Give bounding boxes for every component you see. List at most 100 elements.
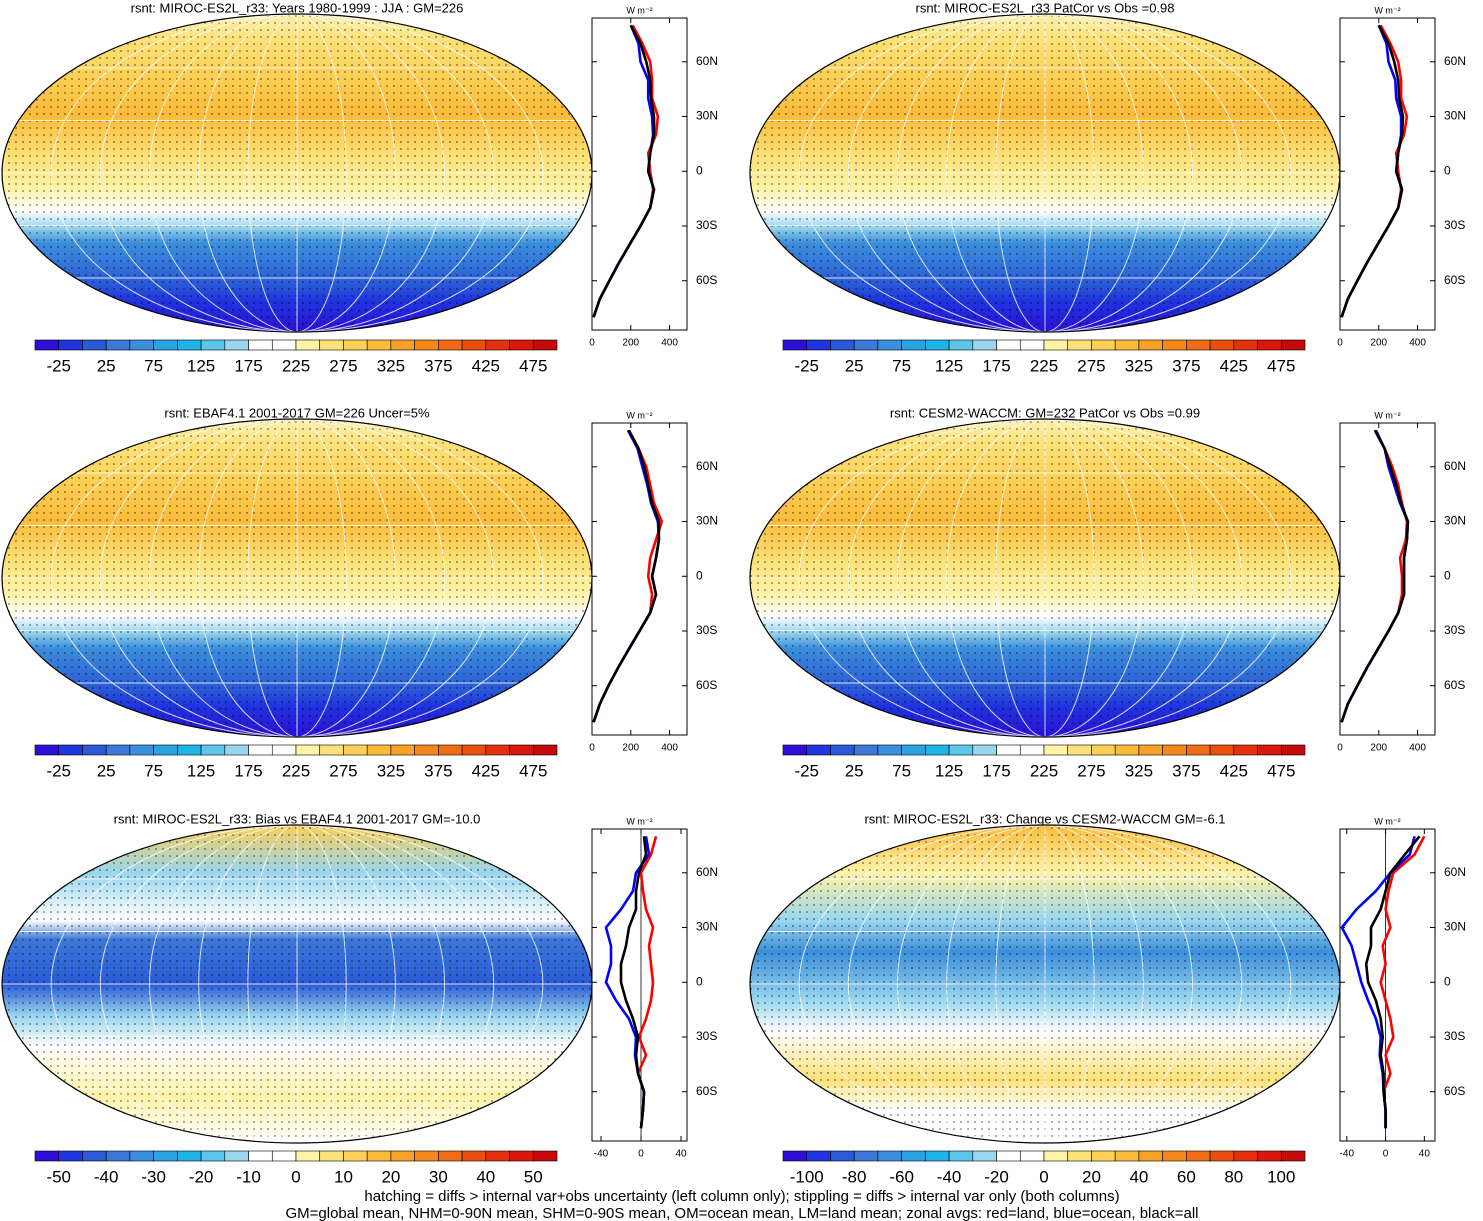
y-tick-label: 0: [1444, 568, 1451, 582]
x-tick-label: 0: [1383, 1149, 1389, 1160]
colorbar-label: 475: [519, 761, 547, 780]
colorbar-box: [295, 744, 321, 756]
colorbar-label: 325: [377, 356, 405, 375]
colorbar-box: [129, 744, 154, 756]
zonal-line: [1379, 835, 1426, 1129]
colorbar-box: [1114, 1150, 1140, 1162]
colorbar-box: [438, 1150, 463, 1162]
colorbar-label: 325: [377, 761, 405, 780]
y-tick-label: 60N: [696, 54, 718, 68]
colorbar-box: [343, 1150, 368, 1162]
colorbar-label: 275: [1077, 761, 1105, 780]
x-tick-label: 200: [622, 743, 639, 754]
zonal-frame: [591, 422, 688, 736]
zonal-line: [592, 429, 661, 723]
colorbar-label: 175: [234, 761, 262, 780]
y-tick-label: 60S: [1444, 678, 1465, 692]
colorbar-label: -80: [842, 1167, 867, 1186]
colorbar-box: [925, 339, 950, 351]
colorbar-box: [996, 339, 1021, 351]
colorbar-box: [782, 744, 808, 756]
colorbar-box: [1043, 339, 1069, 351]
y-tick-label: 30S: [696, 623, 717, 637]
colorbar-box: [82, 339, 107, 351]
x-tick-label: 40: [675, 1149, 687, 1160]
colorbar-box: [1233, 339, 1258, 351]
colorbar-label: 375: [424, 761, 452, 780]
colorbar-box: [105, 1150, 131, 1162]
x-tick-label: 0: [589, 743, 595, 754]
x-tick-label: 400: [1409, 338, 1426, 349]
zonal-line: [619, 836, 648, 1129]
colorbar-box: [948, 744, 974, 756]
colorbar-box: [1114, 339, 1140, 351]
colorbar-box: [996, 1150, 1021, 1162]
colorbar-label: -20: [984, 1167, 1009, 1186]
colorbar-box: [295, 1150, 321, 1162]
map-overlay: [2, 419, 592, 737]
colorbar-box: [1162, 1150, 1187, 1162]
colorbar-box: [901, 1150, 926, 1162]
colorbar-box: [271, 1150, 297, 1162]
colorbar-label: 425: [1220, 761, 1248, 780]
colorbar-box: [1257, 1150, 1282, 1162]
colorbar-box: [319, 1150, 344, 1162]
x-tick-label: -40: [1340, 1149, 1355, 1160]
colorbar-label: 0: [291, 1167, 300, 1186]
y-tick-label: 30N: [1444, 109, 1466, 123]
y-tick-label: 0: [696, 974, 703, 988]
colorbar-box: [248, 339, 273, 351]
colorbar-box: [200, 339, 226, 351]
colorbar-label: 175: [234, 356, 262, 375]
colorbar-label: 100: [1267, 1167, 1295, 1186]
colorbar-box: [901, 339, 926, 351]
colorbar-label: 30: [429, 1167, 448, 1186]
y-tick-label: 0: [696, 163, 703, 177]
map-overlay: [750, 14, 1340, 332]
zonal-line: [1364, 835, 1421, 1129]
colorbar-box: [1019, 339, 1045, 351]
colorbar-label: 20: [1082, 1167, 1101, 1186]
colorbar-label: 275: [1077, 356, 1105, 375]
zonal-line: [1340, 24, 1405, 318]
zonal-frame: [1339, 422, 1436, 736]
colorbar-box: [461, 744, 487, 756]
map-overlay: [2, 14, 592, 332]
colorbar-box: [414, 744, 439, 756]
colorbar-box: [1233, 744, 1258, 756]
colorbar-label: 25: [845, 356, 864, 375]
y-tick-label: 60S: [1444, 1084, 1465, 1098]
colorbar-label: 225: [1030, 356, 1058, 375]
colorbar-box: [806, 339, 831, 351]
y-tick-label: 60N: [1444, 865, 1466, 879]
colorbar-box: [1186, 339, 1211, 351]
x-tick-label: 200: [622, 338, 639, 349]
colorbar-box: [972, 339, 997, 351]
colorbar-label: 325: [1125, 761, 1153, 780]
colorbar-label: 125: [935, 761, 963, 780]
y-tick-label: 30S: [1444, 218, 1465, 232]
colorbar-label: 80: [1224, 1167, 1243, 1186]
colorbar-label: 225: [1030, 761, 1058, 780]
colorbar-box: [58, 339, 83, 351]
colorbar-box: [972, 1150, 997, 1162]
colorbar-box: [485, 339, 510, 351]
colorbar-box: [853, 339, 879, 351]
y-tick-label: 60N: [1444, 459, 1466, 473]
colorbar-box: [461, 1150, 487, 1162]
colorbar-box: [414, 1150, 439, 1162]
x-tick-label: 200: [1370, 743, 1387, 754]
colorbar-box: [1162, 339, 1187, 351]
colorbar-box: [366, 339, 392, 351]
unit-label: W m⁻²: [1374, 410, 1400, 420]
zonal-line: [592, 24, 656, 318]
colorbar-box: [438, 744, 463, 756]
colorbar-label: 75: [892, 356, 911, 375]
colorbar-box: [1138, 339, 1163, 351]
y-tick-label: 30S: [696, 218, 717, 232]
colorbar-box: [271, 744, 297, 756]
colorbar-box: [1186, 1150, 1211, 1162]
colorbar-label: 425: [472, 356, 500, 375]
colorbar-box: [319, 744, 344, 756]
colorbar-box: [532, 339, 558, 351]
